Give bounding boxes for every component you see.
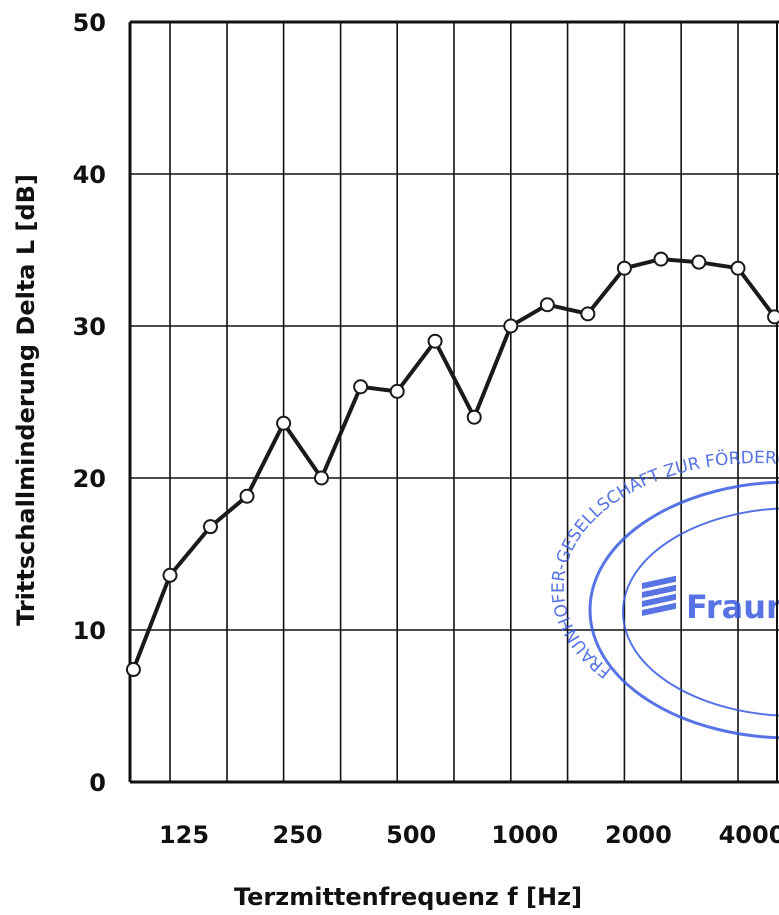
data-point-5000 xyxy=(767,309,779,325)
data-point-800 xyxy=(466,409,482,425)
stamp-brand-text: Fraunhofer xyxy=(686,588,779,626)
y-tick-label-20: 20 xyxy=(73,465,106,493)
x-tick-label-250: 250 xyxy=(273,821,323,849)
data-point-125 xyxy=(162,567,178,583)
stamp-logo-icon xyxy=(642,575,676,616)
stamp-outer-ring xyxy=(588,480,779,740)
data-point-500 xyxy=(389,383,405,399)
data-point-3150 xyxy=(691,254,707,270)
x-tick-label-1000: 1000 xyxy=(491,821,558,849)
data-point-630 xyxy=(427,333,443,349)
data-point-315 xyxy=(313,470,329,486)
y-tick-labels: 0 10 20 30 40 50 xyxy=(73,9,106,797)
x-tick-label-4000: 4000 xyxy=(719,821,779,849)
y-tick-label-0: 0 xyxy=(89,769,106,797)
data-point-400 xyxy=(353,379,369,395)
x-tick-label-500: 500 xyxy=(386,821,436,849)
y-axis-label: Trittschallminderung Delta L [dB] xyxy=(12,174,40,626)
y-tick-label-10: 10 xyxy=(73,617,106,645)
stamp-arc-text: FRAUNHOFER-GESELLSCHAFT ZUR FÖRDERUNG xyxy=(549,447,779,682)
y-tick-label-40: 40 xyxy=(73,161,106,189)
data-point-2000 xyxy=(616,260,632,276)
data-point-1600 xyxy=(580,306,596,322)
grid-lines xyxy=(130,21,779,782)
data-point-1250 xyxy=(539,297,555,313)
data-point-1000 xyxy=(503,318,519,334)
data-point-2500 xyxy=(653,251,669,267)
data-point-200 xyxy=(239,488,255,504)
data-point-160 xyxy=(202,519,218,535)
data-points xyxy=(125,251,779,678)
y-tick-label-30: 30 xyxy=(73,313,106,341)
x-tick-labels: 125 250 500 1000 2000 4000 xyxy=(159,821,779,849)
y-tick-label-50: 50 xyxy=(73,9,106,37)
x-tick-label-125: 125 xyxy=(159,821,209,849)
stamp-inner-ring xyxy=(622,507,779,717)
x-tick-label-2000: 2000 xyxy=(605,821,672,849)
x-axis-label: Terzmittenfrequenz f [Hz] xyxy=(234,883,582,911)
data-point-4000 xyxy=(730,260,746,276)
data-point-100 xyxy=(125,662,141,678)
data-point-250 xyxy=(276,415,292,431)
fraunhofer-stamp: FRAUNHOFER-GESELLSCHAFT ZUR FÖRDERUNG Fr… xyxy=(549,447,779,740)
plot-frame xyxy=(128,20,779,784)
